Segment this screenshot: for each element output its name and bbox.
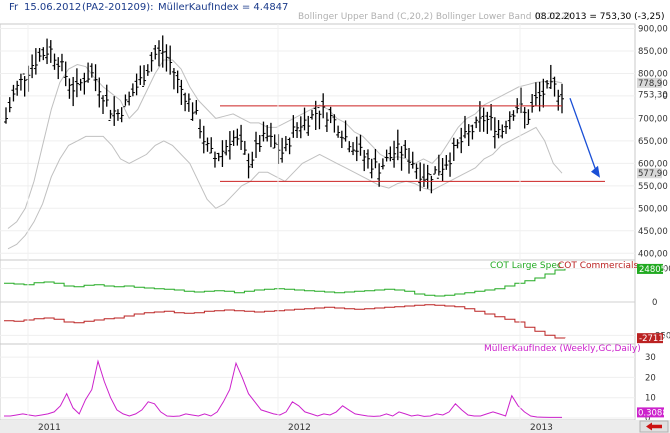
forecast-arrow [569,97,600,178]
last-price-value: 753,30 [638,91,668,101]
price-y-tick-label: 900,00 [638,24,668,34]
x-tick-label: 2012 [288,423,311,433]
arrow-head [591,165,600,178]
upper-band-value-box [637,77,662,88]
price-right-labels: 778,90 753,30 577,90 [637,77,668,179]
header-indicator: MüllerKaufIndex = 4.4847 [158,2,288,13]
upper-band-value: 778,90 [638,79,668,89]
cot-commercials-line [4,304,566,339]
cot-y-axis: 250000-2500024805-27110 [637,263,670,344]
index-y-tick-label: 0 [645,414,650,424]
index-y-tick-label: 30 [645,353,656,363]
cot-y-tick-label: 0 [652,298,657,308]
index-line [4,359,562,418]
price-y-tick-label: 700,00 [638,114,668,124]
price-y-axis: 900,00850,00800,00750,00700,00650,00600,… [638,24,668,259]
price-y-tick-label: 800,00 [638,69,668,79]
header-symbol: Fr [9,2,19,13]
cot-large-spec-line [4,268,566,297]
price-y-tick-label: 650,00 [638,137,668,147]
resistance-lines [220,105,605,182]
index-value: 0.3088 [638,408,668,418]
index-series-line [4,359,562,418]
header-date: 15.06.2012 [24,2,81,13]
index-y-axis: 30 20 10 00.3088 [637,353,668,424]
cot-lines [4,268,566,339]
index-value-box [637,407,664,418]
cot-grid [0,268,635,336]
commercials-value-box [637,333,663,344]
price-y-tick-label: 850,00 [638,47,668,57]
index-y-tick-label: 20 [645,373,656,383]
large-spec-value-box [637,263,663,274]
price-y-tick-label: 500,00 [638,204,668,214]
header-bands: Bollinger Upper Band (C,20,2) Bollinger … [298,12,571,22]
index-panel-frame [0,343,636,421]
lower-band-value-box [637,168,662,179]
x-axis-bar [0,420,670,433]
index-grid [0,356,635,419]
price-bars [4,35,564,194]
price-panel-frame [0,23,636,261]
price-y-tick-label: 550,00 [638,182,668,192]
index-y-tick-label: 10 [645,394,656,404]
price-grid [0,27,635,254]
x-tick-label: 2013 [530,423,553,433]
header-code: (PA2-201209): [82,2,154,13]
header-last: 08.02.2013 = 753,30 (-3,25) [535,12,664,22]
legend-commercials: COT Commercials [558,261,639,271]
last-price-value-box [637,89,662,100]
lower-band-value: 577,90 [638,169,668,179]
upper-band-line [7,59,563,229]
x-tick-label: 2011 [38,423,61,433]
large-spec-value: 24805 [639,265,666,275]
arrow-left-icon[interactable] [646,422,662,431]
x-axis: 2011 2012 2013 [27,24,553,433]
arrow-shaft [569,97,597,171]
price-y-tick-label: 600,00 [638,159,668,169]
commercials-value: -27110 [639,334,669,344]
price-y-tick-label: 450,00 [638,227,668,237]
legend-index: MüllerKaufIndex (Weekly,GC,Daily) [484,344,641,354]
price-y-tick-label: 400,00 [638,249,668,259]
upper-bollinger-band [7,59,563,229]
legend-large-spec: COT Large Spec [490,261,562,271]
